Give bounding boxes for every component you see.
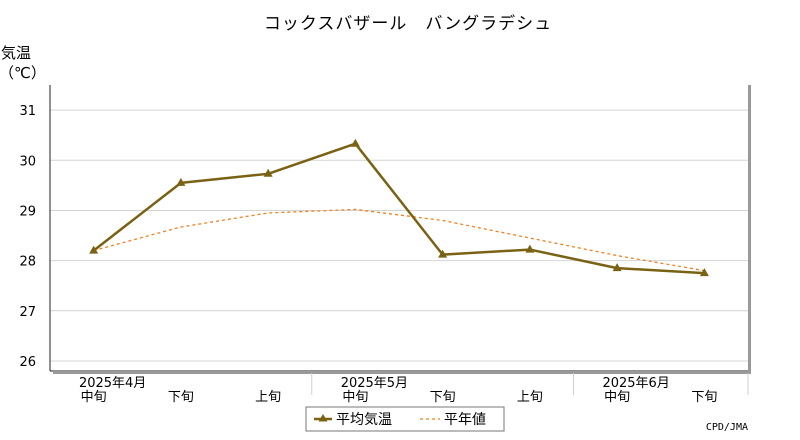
x-category-label: 下旬 <box>430 390 456 405</box>
y-axis-unit: （℃） <box>0 64 46 82</box>
grid <box>50 109 748 362</box>
credit-text: CPD/JMA <box>706 422 748 433</box>
plot-right-shadow <box>748 85 751 374</box>
legend-normal-label: 平年値 <box>444 412 486 428</box>
x-month-label: 2025年6月 <box>602 376 669 391</box>
y-axis-label: 気温 <box>1 44 31 62</box>
data-point-average <box>525 244 535 253</box>
data-point-average <box>699 268 709 277</box>
plot-bottom-shadow <box>53 371 751 374</box>
chart-title: コックスバザール バングラデシュ <box>264 13 552 34</box>
data-point-average <box>612 263 622 272</box>
legend-box <box>305 406 505 432</box>
data-point-average <box>438 249 448 258</box>
x-category-label: 下旬 <box>168 390 194 405</box>
data-point-average <box>89 245 99 254</box>
axis-labels: 26 27 28 29 30 31 中旬 下旬 上旬 中旬 下旬 上旬 中旬 下旬 2025年4月 2025年… <box>19 104 717 405</box>
legend-avg-label: 平均気温 <box>336 412 392 428</box>
x-month-label: 2025年4月 <box>79 376 146 391</box>
x-category-label: 上旬 <box>255 390 281 405</box>
y-tick-label: 27 <box>19 305 36 320</box>
legend: 平均気温 平年値 <box>305 406 505 432</box>
series-line-average <box>92 142 705 275</box>
x-category-label: 下旬 <box>691 390 717 405</box>
data-point-average <box>263 168 273 177</box>
y-tick-label: 29 <box>19 204 36 219</box>
data-point-average <box>350 138 360 147</box>
y-tick-label: 26 <box>19 355 36 370</box>
x-category-label: 上旬 <box>517 390 543 405</box>
series-line-normal <box>93 208 705 272</box>
x-month-label: 2025年5月 <box>341 376 408 391</box>
y-tick-label: 30 <box>19 154 36 169</box>
series-lines <box>89 138 709 277</box>
legend-avg-marker <box>318 414 328 422</box>
x-category-label: 中旬 <box>81 390 107 405</box>
y-tick-label: 28 <box>19 255 36 270</box>
y-tick-label: 31 <box>19 104 36 119</box>
data-point-average <box>176 177 186 186</box>
x-category-label: 中旬 <box>604 390 630 405</box>
axes <box>49 85 751 395</box>
x-category-label: 中旬 <box>342 390 368 405</box>
